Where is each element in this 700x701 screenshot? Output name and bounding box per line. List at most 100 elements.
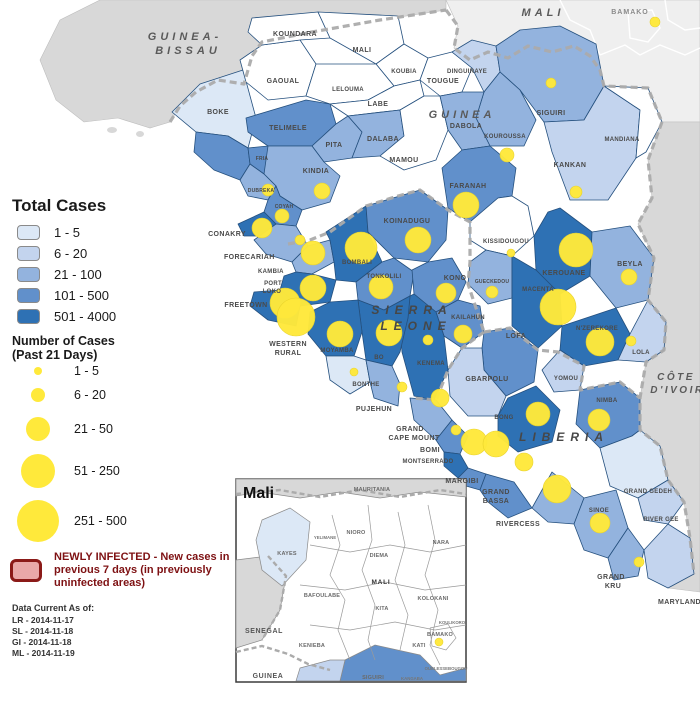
total-cases-row: 6 - 20 [12, 243, 192, 264]
map-label: MALI [353, 47, 372, 54]
map-label: KANGABA [401, 676, 423, 681]
newly-infected-swatch [10, 559, 42, 582]
country-border-dashed [168, 8, 447, 123]
country-border-dashed [287, 188, 486, 333]
case-circle-n-zerekore [585, 327, 615, 357]
district-pujehun [365, 359, 401, 407]
map-label: PORT [264, 281, 282, 287]
map-label: FREETOWN [224, 302, 267, 309]
map-label: KOUNDARA [273, 31, 317, 38]
island [87, 89, 97, 95]
island [136, 131, 144, 137]
island [119, 105, 129, 111]
map-label: BO [374, 355, 384, 361]
map-label: TOUGUE [427, 78, 459, 85]
map-label: RIVER GEE [643, 517, 678, 523]
island [136, 116, 148, 124]
map-label: LIBERIA [519, 430, 609, 444]
map-label: WESTERN [269, 341, 307, 348]
map-label: GUINEA- [148, 31, 222, 43]
map-label: GRAND [482, 489, 510, 496]
data-current-title: Data Current As of: [12, 603, 95, 613]
map-label: BONG [494, 415, 513, 421]
legend-total-cases-title: Total Cases [12, 196, 107, 215]
inset-border-dashed [260, 555, 288, 641]
district-macenta [511, 255, 563, 349]
inset-region-siguiri-inset [339, 644, 467, 682]
map-label: KATI [412, 643, 425, 649]
map-label: GUINEA [429, 109, 496, 121]
map-label: TONKOLILI [367, 274, 402, 280]
map-label: KEROUANE [542, 270, 585, 277]
map-label: SIGUIRI [362, 675, 384, 681]
data-current-line: ML - 2014-11-19 [12, 648, 75, 658]
recent-cases-range-label: 21 - 50 [74, 422, 113, 436]
map-label: KOLOKANI [418, 596, 449, 602]
map-label: LOKO [263, 289, 282, 295]
map-label: KAILAHUN [451, 315, 485, 321]
inset-district-line [361, 504, 376, 661]
map-label: GUINEA [253, 673, 284, 680]
recent-cases-circle [34, 367, 42, 375]
total-cases-swatch [17, 246, 40, 261]
map-label: KITA [375, 606, 388, 612]
map-label: GRAND [396, 426, 424, 433]
map-label: BAMAKO [427, 632, 453, 638]
map-label: NIORO [346, 530, 366, 536]
recent-cases-circle [26, 417, 50, 441]
mali-district-outline [664, 0, 700, 31]
map-label: CAPE MOUNT [388, 435, 439, 442]
case-circle-port-loko [299, 274, 327, 302]
map-label: MALI [522, 7, 565, 19]
inset-district-line [309, 544, 467, 553]
map-label: MARGIBI [445, 478, 478, 485]
data-current-line: LR - 2014-11-17 [12, 615, 74, 625]
map-label: PUJEHUN [356, 406, 392, 413]
map-label: MACENTA [522, 287, 554, 293]
case-circle-koinadugu [404, 226, 432, 254]
map-label: BOMI [420, 447, 440, 454]
case-circle-kenema [422, 334, 434, 346]
map-label: BISSAU [155, 45, 221, 57]
case-circle-bombali [344, 231, 378, 265]
case-circle-bong [514, 452, 534, 472]
inset-border-dashed [235, 644, 331, 672]
inset-district-line [299, 581, 467, 591]
map-label: KOINADUGU [384, 218, 431, 225]
map-label: DALABA [367, 136, 399, 143]
island [74, 100, 86, 108]
map-label: BEYLA [617, 261, 643, 268]
map-label: COYAH [275, 204, 294, 210]
legend-data-current: Data Current As of: LR - 2014-11-17 SL - … [12, 603, 94, 659]
map-label: LELOUMA [332, 87, 364, 93]
recent-cases-circle-box [12, 367, 64, 375]
map-label: GRAND [597, 574, 625, 581]
map-label: NARA [433, 540, 450, 546]
map-label: BOKE [207, 109, 229, 116]
map-label: GRAND GEDEH [624, 489, 672, 495]
map-label: DUBREKA [248, 188, 275, 194]
total-cases-range-label: 21 - 100 [54, 267, 102, 282]
case-circle-nimba [587, 408, 611, 432]
map-label: OUELESSEBOUGOU [425, 666, 468, 671]
legend-total-cases: Total Cases 1 - 5 6 - 20 21 - 100 101 - 500… [12, 196, 192, 327]
case-circle-bo [375, 319, 403, 347]
case-circle-kambia [300, 240, 326, 266]
inset-district-line [394, 511, 409, 651]
country-border-dashed [444, 9, 664, 123]
map-label: TELIMELE [269, 125, 307, 132]
recent-cases-range-label: 251 - 500 [74, 514, 127, 528]
map-label: DINGUIRAYE [447, 69, 487, 75]
map-label: MAMOU [389, 157, 418, 164]
map-label: KAYES [277, 551, 297, 557]
newly-infected-text: NEWLY INFECTED - New cases in previous 7… [54, 551, 230, 589]
map-label: PITA [325, 142, 342, 149]
island [107, 127, 117, 133]
case-circle-grand-bassa [542, 474, 572, 504]
mali-district-outline [599, 44, 700, 56]
inset-border-dashed [235, 488, 467, 499]
total-cases-swatch [17, 225, 40, 240]
map-label: RURAL [275, 350, 302, 357]
case-circle-kono [435, 282, 457, 304]
